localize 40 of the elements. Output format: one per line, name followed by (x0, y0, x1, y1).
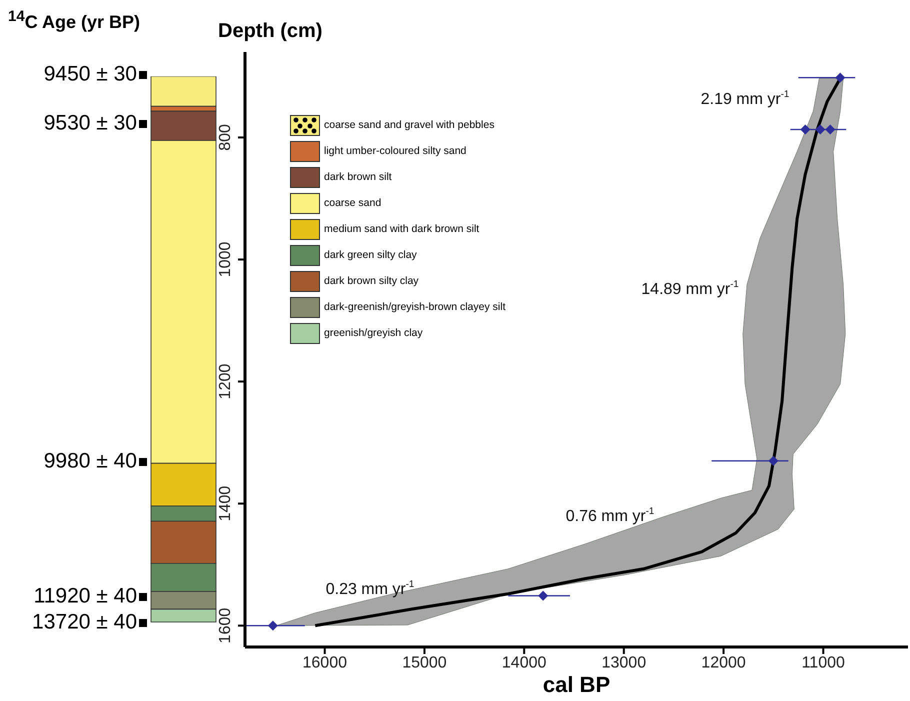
legend-label: dark green silty clay (324, 249, 417, 261)
x-tick-label: 13000 (602, 654, 646, 672)
y-tick-label: 1200 (217, 364, 234, 400)
y-tick-label: 1400 (217, 486, 234, 522)
point (835, 72, 846, 83)
x-axis-title: cal BP (542, 672, 612, 698)
legend-label: coarse sand (324, 197, 382, 209)
annotation: 2.19 mm yr$^{-1}$ (700, 89, 790, 108)
annotation: 9530 ± 30 (44, 112, 137, 135)
x-tick-label: 14000 (502, 654, 546, 672)
annotation: 9980 ± 40 (44, 450, 137, 473)
annotation: 0.23 mm yr$^{-1}$ (326, 579, 414, 598)
legend-label: medium sand with dark brown silt (324, 223, 480, 235)
legend-label: dark brown silt (324, 171, 392, 183)
point (538, 590, 548, 601)
annotation: 9450 ± 30 (44, 62, 137, 86)
legend-label: dark-greenish/greyish-brown clayey silt (324, 301, 506, 313)
point (768, 456, 778, 466)
y-axis-title: Depth (cm) (218, 20, 322, 43)
x-tick-label: 15000 (402, 654, 447, 672)
x-tick-label: 16000 (302, 654, 348, 672)
x-tick-label: 11000 (802, 654, 846, 672)
annotation: 14.89 mm yr$^{-1}$ (641, 279, 739, 298)
point (815, 124, 826, 135)
legend-label: greenish/greyish clay (324, 327, 423, 339)
y-tick-label: 800 (217, 124, 234, 151)
annotation: 0.76 mm yr$^{-1}$ (566, 506, 654, 526)
point (268, 620, 278, 631)
annotation: 13720 ± 40 (32, 610, 137, 634)
point (800, 124, 810, 135)
point (825, 124, 836, 135)
x-tick-label: 12000 (701, 654, 746, 672)
chart-title: $^{14}$C Age (yr BP) (8, 8, 140, 33)
legend-label: dark brown silty clay (324, 275, 419, 287)
y-tick-label: 1600 (217, 608, 234, 644)
annotation: 11920 ± 40 (34, 584, 137, 608)
bar (150, 76, 216, 107)
y-tick-label: 1000 (217, 242, 234, 278)
legend-label: light umber-coloured silty sand (324, 145, 466, 157)
legend-label: coarse sand and gravel with pebbles (324, 119, 494, 131)
